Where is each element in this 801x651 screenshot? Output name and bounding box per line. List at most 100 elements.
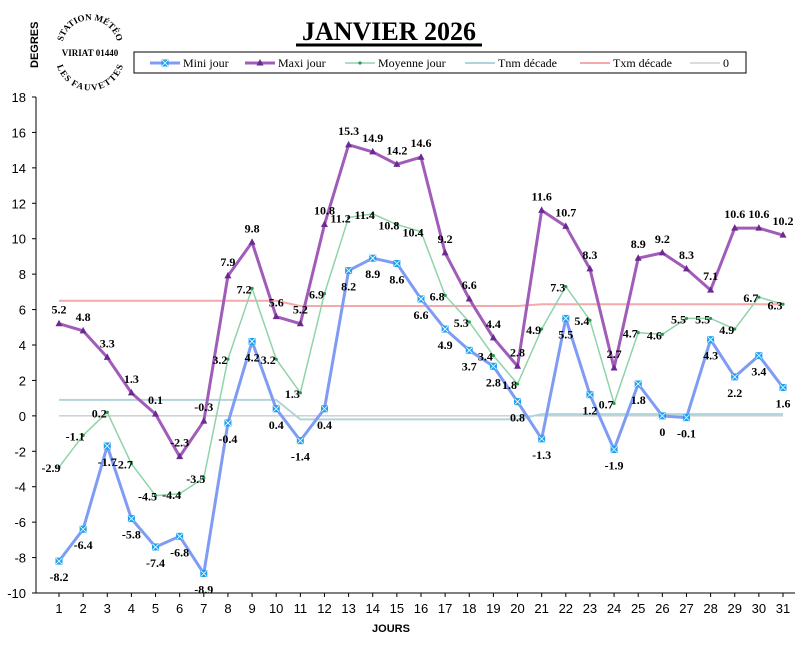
series-mini-jour-data-label: 1.2 [582, 404, 597, 418]
series-mini-jour-marker-star [345, 267, 352, 274]
legend-marker-star [161, 59, 169, 67]
series-maxi-jour-data-label: 10.6 [748, 207, 769, 221]
series-maxi-jour-marker [345, 140, 353, 148]
series-maxi-jour-data-label: 2.7 [607, 347, 622, 361]
series-moyenne-jour-data-label: 3.4 [478, 350, 493, 364]
series-moyenne-jour-data-label: 4.9 [526, 323, 541, 337]
series-mini-jour-marker-star [514, 398, 521, 405]
svg-text:STATION MÉTÉO: STATION MÉTÉO [55, 12, 125, 42]
series-mini-jour-marker-star [369, 254, 377, 262]
y-tick-label: 8 [19, 267, 26, 282]
series-mini-jour-marker-star [562, 315, 570, 322]
series-moyenne-jour-data-label: 0.7 [599, 397, 614, 411]
series-moyenne-jour-marker [540, 327, 544, 331]
x-tick-label: 7 [200, 601, 207, 616]
legend-label: 0 [723, 56, 729, 70]
series-mini-jour-marker-star [634, 380, 642, 388]
series-moyenne-jour-marker [709, 316, 713, 321]
x-tick-label: 6 [176, 601, 183, 616]
x-tick-label: 19 [486, 601, 500, 616]
x-tick-label: 10 [269, 601, 283, 616]
x-tick-label: 25 [631, 601, 645, 616]
series-maxi-jour-data-label: 11.6 [531, 189, 551, 203]
series-moyenne-jour-marker [757, 295, 761, 299]
series-moyenne-jour-marker [178, 492, 182, 496]
y-tick-label: 14 [12, 161, 26, 176]
series-mini-jour-data-label: -1.7 [98, 455, 117, 469]
x-tick-label: 22 [559, 601, 573, 616]
series-moyenne-jour-data-label: 5.5 [671, 312, 686, 326]
legend-item: Moyenne jour [345, 56, 446, 70]
series-maxi-jour-marker [514, 362, 522, 369]
legend-label: Tnm décade [498, 56, 557, 70]
series-maxi-jour-data-label: 10.8 [314, 204, 335, 218]
series-mini-jour-marker-star [659, 412, 666, 420]
x-tick-label: 31 [776, 601, 790, 616]
series-moyenne-jour-data-label: 7.3 [550, 281, 565, 295]
series-mini-jour-data-label: -5.8 [122, 528, 141, 542]
series-mini-jour-data-label: -1.4 [291, 450, 310, 464]
series-mini-jour-data-label: 1.8 [631, 393, 646, 407]
series-mini-jour-data-label: -1.3 [532, 448, 551, 462]
series-moyenne-jour-data-label: 10.8 [378, 219, 399, 233]
y-tick-label: 2 [19, 373, 26, 388]
legend-item: Mini jour [150, 56, 229, 70]
logo-stamp: STATION MÉTÉO VIRIAT 01440 LES FAUVETTES [55, 12, 125, 93]
series-mini-jour-data-label: 3.4 [751, 365, 766, 379]
series-maxi-jour-data-label: 7.9 [220, 255, 235, 269]
series-moyenne-jour-marker [347, 215, 351, 220]
x-tick-label: 28 [703, 601, 717, 616]
series-maxi-jour-marker [417, 153, 425, 160]
legend-label: Mini jour [183, 56, 229, 70]
series-mini-jour-marker-star [393, 260, 401, 267]
series-txm-d-cade-line [59, 299, 783, 308]
series-mini-jour-marker-star [490, 362, 497, 370]
series-moyenne-jour-marker [105, 410, 109, 414]
series-moyenne-jour-data-label: 6.3 [768, 298, 783, 312]
x-tick-label: 29 [727, 601, 741, 616]
x-tick-label: 14 [365, 601, 379, 616]
series-moyenne-jour-data-label: 6.8 [430, 289, 445, 303]
series-maxi-jour-data-label: 6.6 [462, 278, 477, 292]
x-tick-label: 8 [224, 601, 231, 616]
series-mini-jour-data-label: 0.8 [510, 411, 525, 425]
series-moyenne-jour-data-label: 11.4 [355, 208, 375, 222]
series-mini-jour-data-label: -1.9 [605, 459, 624, 473]
series-mini-jour-data-label: 8.2 [341, 280, 356, 294]
x-tick-label: 2 [80, 601, 87, 616]
x-tick-label: 4 [128, 601, 135, 616]
series-mini-jour-marker-star [224, 419, 232, 427]
x-tick-label: 12 [317, 601, 331, 616]
x-tick-label: 24 [607, 601, 621, 616]
series-maxi-jour-marker [272, 312, 280, 320]
series-mini-jour-data-label: -8.2 [50, 570, 69, 584]
series-mini-jour-marker-star [103, 442, 111, 450]
legend-label: Maxi jour [278, 56, 326, 70]
series-maxi-jour-data-label: 0.1 [148, 393, 163, 407]
series-mini-jour-data-label: 2.2 [727, 386, 742, 400]
series-moyenne-jour-data-label: 6.7 [743, 291, 758, 305]
y-tick-label: 6 [19, 303, 26, 318]
series-maxi-jour-data-label: 8.3 [582, 248, 597, 262]
series-maxi-jour-marker [248, 238, 256, 245]
series-moyenne-jour-marker [684, 316, 689, 321]
logo-bottom-text: LES FAUVETTES [55, 63, 125, 93]
series-moyenne-jour-data-label: 3.2 [261, 353, 276, 367]
series-moyenne-jour-marker [612, 401, 616, 406]
series-mini-jour-data-label: 0.4 [317, 418, 332, 432]
series-mini-jour-marker-star [417, 295, 425, 303]
series-moyenne-jour-marker [733, 327, 737, 331]
legend-item: Tnm décade [465, 56, 557, 70]
series-maxi-jour-data-label: 9.2 [438, 232, 453, 246]
chart-title: JANVIER 2026 [302, 17, 476, 46]
y-tick-label: -8 [14, 551, 26, 566]
series-maxi-jour-data-label: 2.8 [510, 345, 525, 359]
svg-text:LES FAUVETTES: LES FAUVETTES [55, 63, 125, 93]
series-moyenne-jour-marker [129, 462, 133, 466]
series-mini-jour-data-label: 4.9 [438, 338, 453, 352]
series-moyenne-jour-data-label: 0.2 [92, 406, 107, 420]
y-tick-label: 18 [12, 90, 26, 105]
series-moyenne-jour-data-label: -2.7 [114, 458, 133, 472]
series-mini-jour-marker-star [79, 525, 87, 533]
